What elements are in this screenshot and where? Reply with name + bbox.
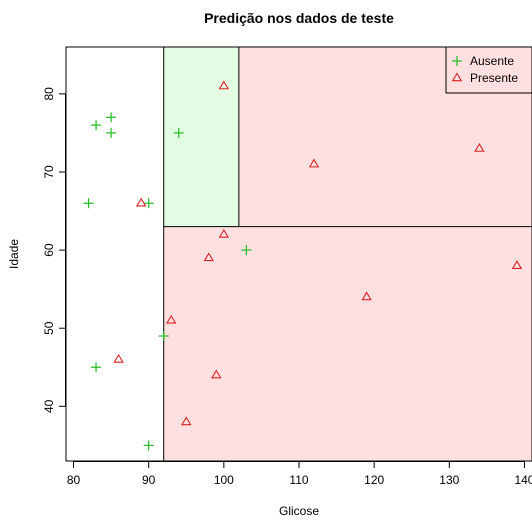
point-ausente-1	[106, 112, 117, 123]
point-presente-8	[165, 314, 177, 324]
point-presente-4	[218, 228, 230, 238]
x-tick-label-140: 140	[514, 473, 532, 487]
split-lines	[163, 47, 532, 461]
point-presente-11	[181, 416, 192, 426]
point-ausente-4	[83, 198, 94, 209]
point-ausente-9	[143, 440, 154, 451]
legend-marker-presente	[451, 72, 463, 82]
y-axis-label: Idade	[7, 239, 21, 269]
region-ausente-0	[163, 47, 239, 227]
point-presente-2	[308, 158, 320, 168]
x-tick-label-110: 110	[289, 473, 308, 487]
x-tick-label-120: 120	[364, 473, 384, 487]
legend: Ausente Presente	[445, 46, 532, 94]
point-ausente-5	[143, 198, 154, 209]
decision-regions	[163, 47, 532, 461]
x-axis-label: Glicose	[279, 504, 319, 518]
y-axis: 40 50 60 70 80	[42, 87, 66, 413]
point-ausente-6	[241, 245, 252, 256]
point-presente-5	[203, 252, 215, 262]
legend-label-ausente: Ausente	[470, 54, 514, 68]
x-axis: 80 90 100 110 120 130 140	[67, 461, 532, 487]
point-ausente-0	[91, 120, 102, 131]
point-ausente-8	[91, 362, 102, 373]
point-presente-3	[135, 197, 147, 207]
point-presente-9	[113, 353, 124, 363]
y-tick-label-80: 80	[42, 87, 56, 101]
point-presente-0	[218, 80, 230, 90]
point-presente-6	[511, 260, 523, 269]
y-tick-label-60: 60	[42, 243, 56, 257]
x-tick-label-100: 100	[214, 473, 234, 487]
x-tick-label-80: 80	[67, 473, 81, 487]
point-ausente-7	[158, 331, 169, 342]
x-tick-label-130: 130	[439, 473, 459, 487]
legend-label-presente: Presente	[470, 71, 518, 85]
legend-marker-ausente	[452, 56, 462, 66]
y-tick-label-70: 70	[42, 165, 56, 179]
region-presente-2	[163, 226, 532, 461]
chart-title: Predição nos dados de teste	[204, 10, 394, 26]
y-tick-label-40: 40	[42, 399, 56, 413]
legend-box	[445, 46, 532, 94]
point-presente-7	[361, 291, 372, 301]
point-ausente-2	[106, 127, 117, 138]
point-presente-10	[211, 369, 222, 379]
data-points	[83, 80, 523, 451]
y-tick-label-50: 50	[42, 321, 56, 335]
point-ausente-3	[173, 127, 184, 138]
x-tick-label-90: 90	[142, 473, 156, 487]
point-presente-1	[474, 142, 485, 152]
